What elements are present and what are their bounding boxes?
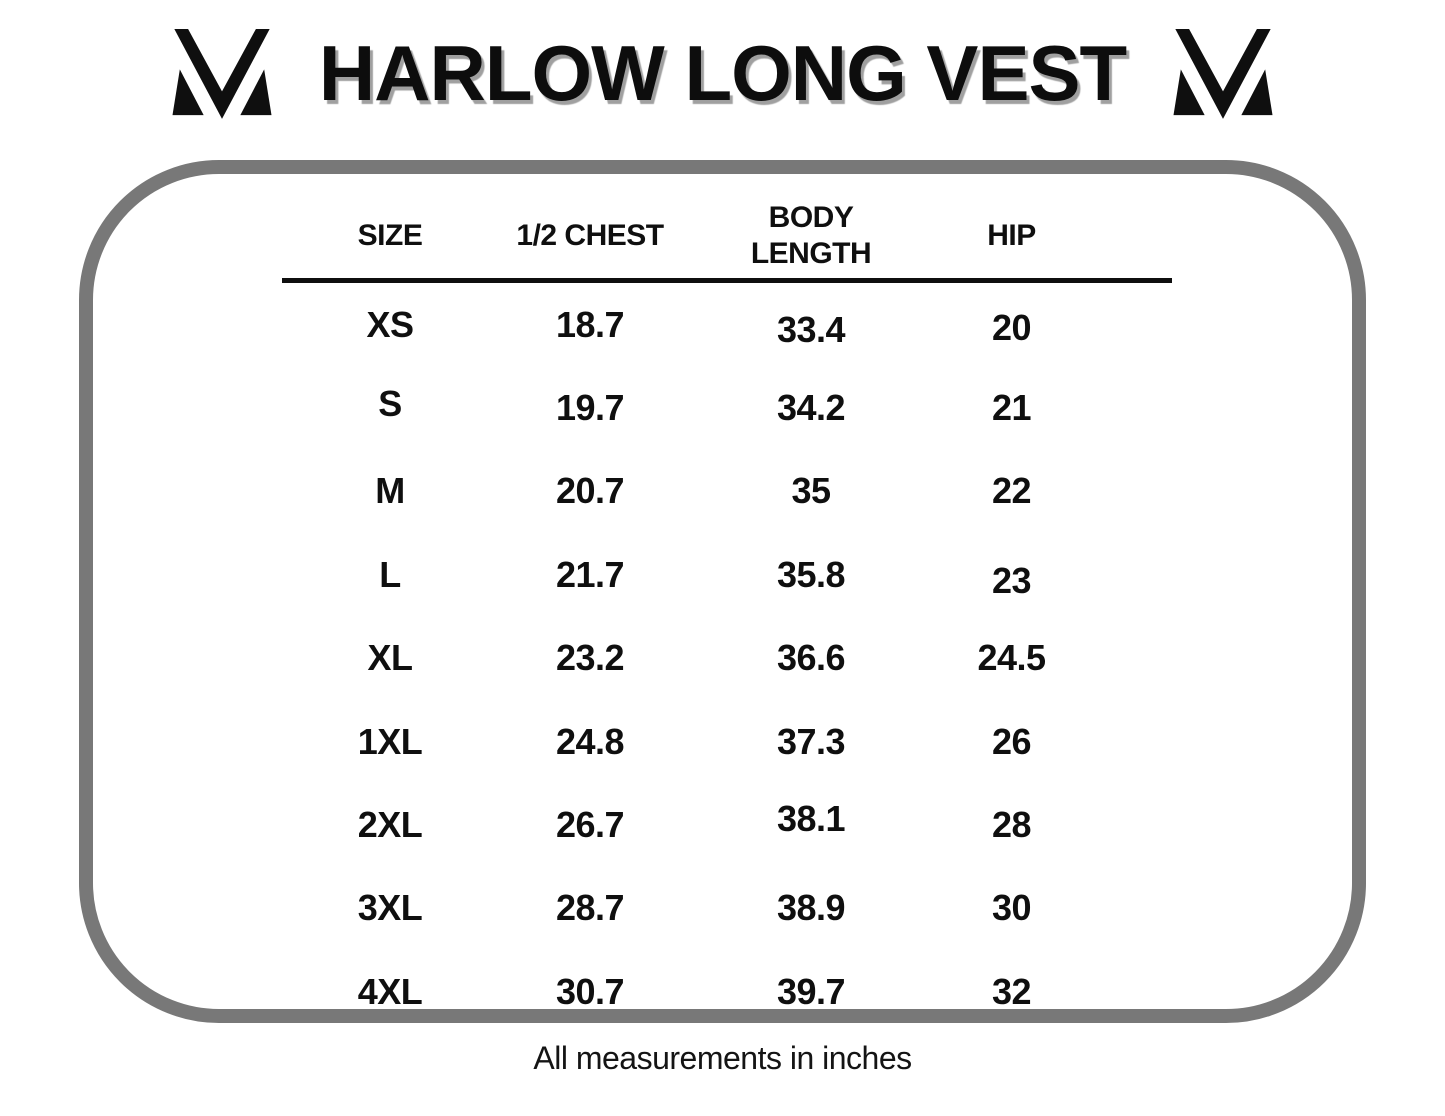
body-length-value: 38.9 bbox=[776, 887, 846, 929]
half-chest-value: 30.7 bbox=[555, 970, 625, 1012]
half-chest-value: 24.8 bbox=[555, 720, 625, 762]
m-logo-icon bbox=[1173, 29, 1273, 119]
body-length-value: 39.7 bbox=[776, 970, 846, 1012]
size-label: XS bbox=[366, 303, 414, 345]
half-chest-value: 18.7 bbox=[555, 303, 625, 345]
body-length-value: 35.8 bbox=[776, 553, 846, 595]
half-chest-value: 23.2 bbox=[555, 637, 625, 679]
size-label: 1XL bbox=[357, 720, 423, 762]
body-length-value: 38.1 bbox=[776, 798, 846, 840]
hip-value: 32 bbox=[991, 970, 1032, 1012]
table-row-4xl: 4XL 30.7 39.7 32 bbox=[282, 950, 1172, 1012]
size-label: M bbox=[375, 470, 405, 512]
body-length-value: 33.4 bbox=[776, 308, 846, 350]
half-chest-value: 19.7 bbox=[555, 387, 625, 429]
hip-value: 30 bbox=[991, 887, 1032, 929]
hip-value: 23 bbox=[991, 559, 1032, 601]
hip-value: 20 bbox=[991, 306, 1032, 348]
brand-m-logo-right bbox=[1168, 26, 1278, 120]
size-label: 4XL bbox=[357, 970, 423, 1012]
table-row-l: L 21.7 35.8 23 bbox=[282, 533, 1172, 616]
hip-value: 26 bbox=[991, 720, 1032, 762]
hip-value: 22 bbox=[991, 470, 1032, 512]
column-header-hip: HIP bbox=[987, 219, 1036, 252]
header-rule bbox=[282, 278, 1172, 283]
table-row-3xl: 3XL 28.7 38.9 30 bbox=[282, 867, 1172, 950]
table-row-1xl: 1XL 24.8 37.3 26 bbox=[282, 700, 1172, 783]
hip-value: 21 bbox=[991, 387, 1032, 429]
size-label: S bbox=[378, 383, 402, 425]
body-length-value: 36.6 bbox=[776, 637, 846, 679]
brand-header: HARLOW LONG VEST bbox=[0, 0, 1445, 124]
column-header-body-length: BODY LENGTH bbox=[750, 201, 872, 270]
size-table: SIZE 1/2 CHEST BODY LENGTH HIP XS 18.7 3… bbox=[282, 174, 1172, 1012]
body-length-value: 37.3 bbox=[776, 720, 846, 762]
column-header-size: SIZE bbox=[357, 219, 423, 252]
page-title: HARLOW LONG VEST bbox=[318, 29, 1127, 117]
table-row-s: S 19.7 34.2 21 bbox=[282, 366, 1172, 449]
half-chest-value: 28.7 bbox=[555, 887, 625, 929]
size-chart-box: SIZE 1/2 CHEST BODY LENGTH HIP XS 18.7 3… bbox=[79, 160, 1366, 1023]
brand-m-logo-left bbox=[167, 26, 277, 120]
size-label: XL bbox=[367, 637, 413, 679]
half-chest-value: 21.7 bbox=[555, 553, 625, 595]
body-length-value: 34.2 bbox=[776, 387, 846, 429]
m-logo-icon bbox=[172, 29, 272, 119]
column-header-half-chest: 1/2 CHEST bbox=[516, 219, 664, 252]
hip-value: 24.5 bbox=[977, 637, 1046, 679]
body-length-value: 35 bbox=[791, 470, 831, 512]
table-row-xl: XL 23.2 36.6 24.5 bbox=[282, 617, 1172, 700]
measurements-footnote: All measurements in inches bbox=[533, 1040, 912, 1076]
table-row-xs: XS 18.7 33.4 20 bbox=[282, 283, 1172, 366]
table-header-row: SIZE 1/2 CHEST BODY LENGTH HIP bbox=[282, 174, 1172, 278]
table-row-2xl: 2XL 26.7 38.1 28 bbox=[282, 783, 1172, 866]
table-row-m: M 20.7 35 22 bbox=[282, 450, 1172, 533]
half-chest-value: 26.7 bbox=[555, 804, 625, 846]
half-chest-value: 20.7 bbox=[555, 470, 625, 512]
size-label: 3XL bbox=[357, 887, 423, 929]
size-label: 2XL bbox=[357, 804, 423, 846]
hip-value: 28 bbox=[991, 804, 1032, 846]
size-label: L bbox=[379, 553, 401, 595]
